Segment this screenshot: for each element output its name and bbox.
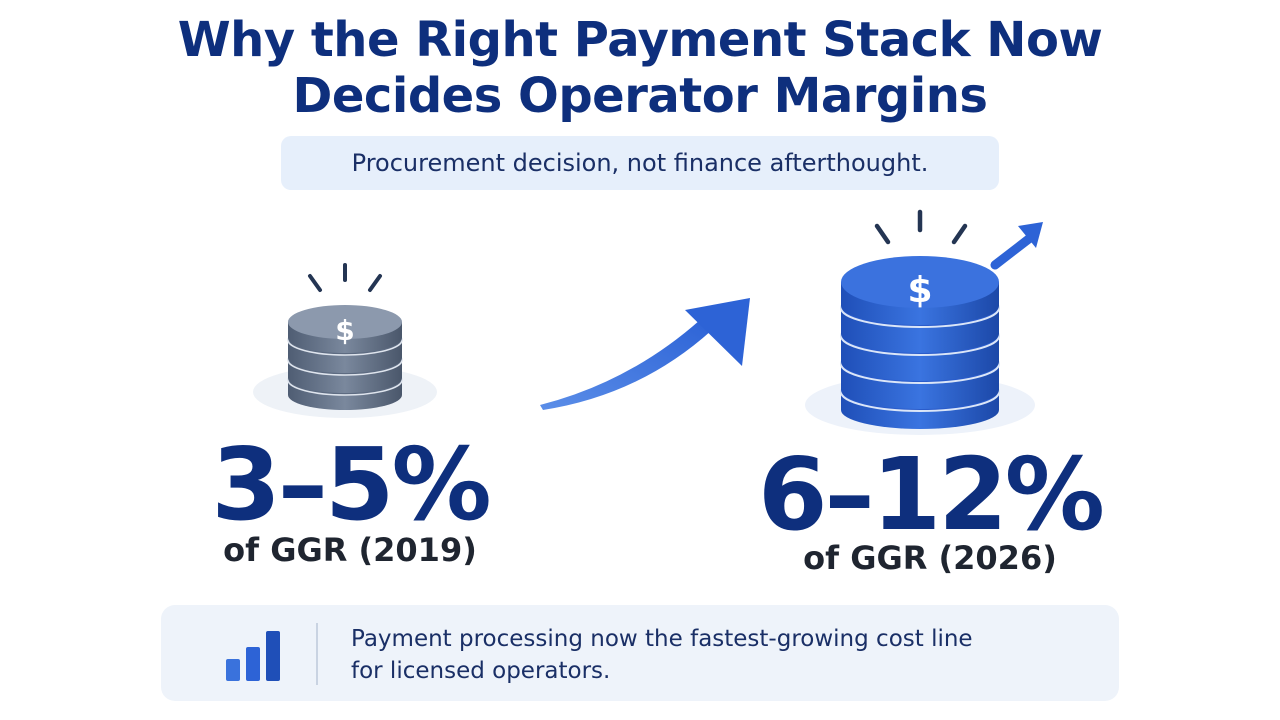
- left-stat-caption: of GGR (2019): [223, 531, 477, 569]
- right-stat-value: 6–12%: [758, 436, 1105, 553]
- footer-text: Payment processing now the fastest-growi…: [351, 623, 1051, 687]
- title-line-2: Decides Operator Margins: [292, 68, 988, 124]
- subtitle-text: Procurement decision, not finance aftert…: [351, 149, 929, 177]
- right-sparkle-icon: [874, 209, 968, 245]
- trend-up-arrow-icon: [990, 222, 1043, 270]
- left-coin-stack-icon: $: [253, 263, 437, 418]
- footer-divider: [316, 623, 318, 685]
- page-title: Why the Right Payment Stack Now Decides …: [0, 12, 1280, 124]
- left-sparkle-icon: [308, 263, 382, 292]
- right-stat-caption: of GGR (2026): [803, 539, 1057, 577]
- footer-line-1: Payment processing now the fastest-growi…: [351, 626, 973, 652]
- bar-chart-icon: [226, 631, 280, 681]
- svg-text:$: $: [335, 314, 354, 347]
- left-stat-value: 3–5%: [211, 426, 491, 543]
- footer-line-2: for licensed operators.: [351, 658, 611, 684]
- title-line-1: Why the Right Payment Stack Now: [177, 12, 1103, 68]
- subtitle-pill: Procurement decision, not finance aftert…: [281, 136, 999, 190]
- footer-callout: Payment processing now the fastest-growi…: [161, 605, 1119, 701]
- growth-arrow-icon: [540, 298, 750, 410]
- right-coin-stack-icon: $: [805, 209, 1043, 435]
- svg-text:$: $: [907, 270, 932, 311]
